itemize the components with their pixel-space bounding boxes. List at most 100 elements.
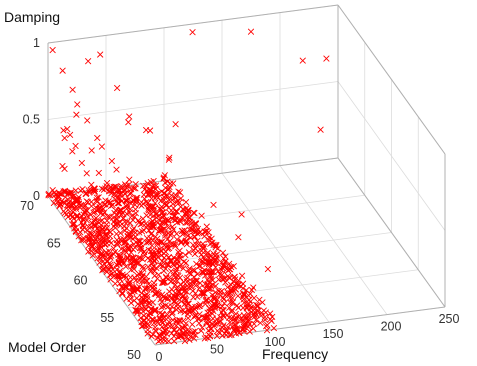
data-point (101, 260, 108, 267)
data-point (162, 232, 169, 239)
data-point (170, 212, 177, 220)
data-point (176, 216, 184, 223)
data-point (80, 216, 87, 223)
frame-edge (154, 306, 446, 346)
data-point (137, 314, 144, 322)
data-point (189, 321, 196, 328)
data-point (207, 252, 214, 259)
data-point (129, 254, 137, 261)
z-tick-label: 0 (33, 189, 40, 203)
data-point (217, 314, 224, 321)
outlier-point (69, 86, 76, 93)
data-point (173, 267, 180, 274)
data-point (165, 303, 172, 310)
data-point (190, 328, 197, 335)
data-point (127, 200, 135, 207)
data-point (169, 323, 176, 330)
data-point (126, 280, 133, 287)
data-point (160, 213, 167, 220)
data-point (241, 321, 248, 328)
data-point (167, 323, 174, 330)
data-point (191, 221, 198, 228)
data-point (152, 200, 159, 207)
data-point (206, 234, 213, 241)
data-point (160, 175, 167, 182)
data-point (119, 289, 126, 296)
data-point (95, 169, 102, 176)
data-point (240, 290, 247, 297)
data-point (199, 268, 206, 275)
z-axis-title: Damping (4, 9, 60, 25)
data-point (232, 330, 240, 337)
outlier-point (85, 58, 92, 65)
data-point (162, 185, 169, 192)
data-point (251, 320, 258, 327)
data-point (197, 301, 204, 308)
data-point (72, 142, 79, 149)
data-point (146, 300, 153, 307)
data-point (201, 257, 209, 264)
data-point (152, 182, 160, 189)
data-point (108, 240, 115, 247)
data-point (168, 268, 175, 275)
data-point (241, 291, 248, 298)
data-point (111, 272, 118, 280)
data-point (80, 234, 87, 242)
data-point (211, 300, 218, 308)
data-point (66, 198, 73, 205)
data-point (181, 300, 188, 307)
data-point (194, 225, 201, 233)
data-point (257, 319, 264, 326)
data-point (163, 201, 170, 208)
data-point (129, 196, 136, 204)
data-point (188, 304, 196, 311)
data-point (106, 260, 113, 267)
data-point (122, 239, 129, 246)
data-point (108, 263, 115, 270)
data-point (165, 254, 172, 261)
data-point (192, 220, 200, 228)
data-point (157, 336, 164, 344)
frame-edge (47, 4, 339, 44)
data-point (158, 238, 165, 245)
data-point (68, 193, 75, 200)
data-point (52, 191, 59, 198)
y-tick-label: 60 (74, 274, 88, 288)
data-point (172, 194, 179, 201)
data-point (143, 285, 150, 292)
data-point (227, 299, 234, 306)
data-point (212, 320, 219, 327)
data-point (88, 230, 95, 237)
data-point (112, 221, 119, 228)
data-point (197, 280, 204, 287)
data-point (106, 200, 113, 207)
data-point (203, 320, 210, 327)
data-point (159, 218, 166, 225)
data-point (88, 181, 95, 188)
outlier-point (165, 156, 172, 163)
data-point (119, 257, 126, 264)
data-point (116, 268, 124, 275)
data-point (113, 273, 120, 280)
frame-edge (337, 157, 446, 308)
outlier-point (210, 201, 217, 208)
data-point (62, 187, 69, 194)
data-point (244, 315, 251, 322)
outlier-point (114, 84, 121, 92)
data-point (75, 200, 83, 207)
data-point (154, 319, 161, 326)
data-point (199, 289, 206, 296)
y-axis-title: Model Order (8, 339, 86, 355)
data-point (202, 280, 209, 288)
data-point (129, 227, 136, 234)
data-point (143, 314, 150, 321)
data-point (181, 309, 188, 316)
data-point (64, 125, 71, 133)
data-point (201, 269, 208, 276)
data-point (226, 332, 233, 339)
grid-line (47, 81, 339, 120)
data-point (177, 195, 184, 202)
data-point (171, 337, 178, 345)
data-point (120, 215, 127, 222)
data-point (90, 209, 97, 216)
